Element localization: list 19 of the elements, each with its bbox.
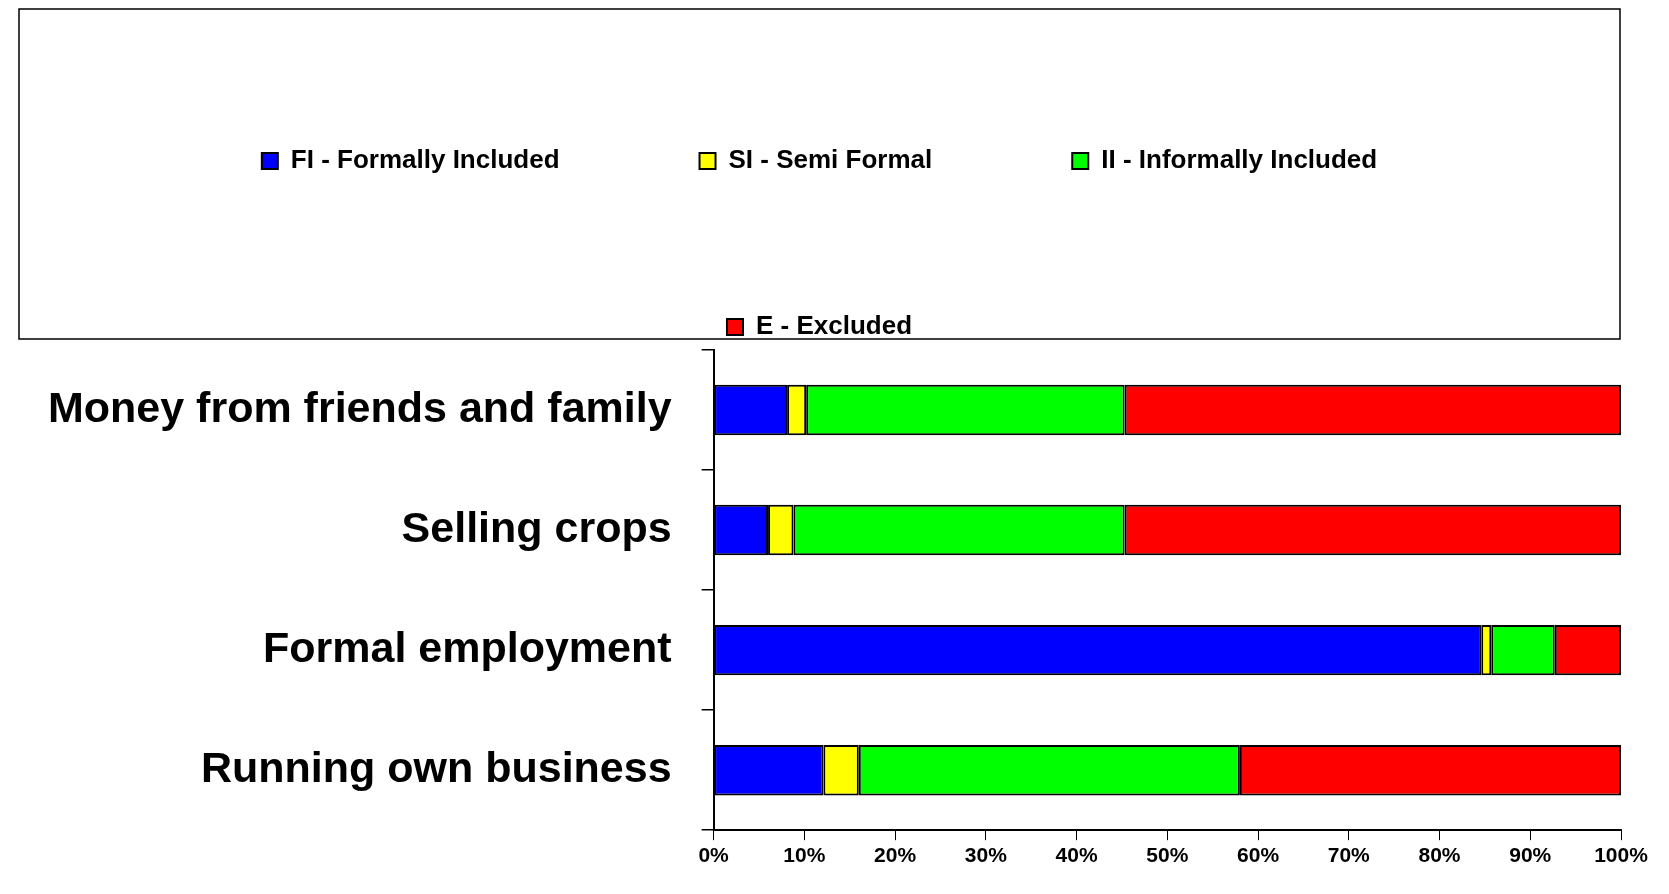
y-tick-label: Formal employment: [263, 622, 672, 671]
y-tick-label: Money from friends and family: [48, 382, 672, 431]
x-tick-label: 30%: [964, 842, 1008, 866]
x-tick-label: 20%: [874, 842, 917, 866]
legend-label: II - Informally Included: [1101, 144, 1378, 175]
x-tick-label: 60%: [1237, 842, 1280, 866]
y-tick-label: Running own business: [201, 743, 672, 792]
x-tick-label: 80%: [1418, 842, 1461, 866]
x-tick-label: 10%: [783, 842, 826, 866]
x-tick-label: 100%: [1594, 842, 1649, 866]
legend-label: FI - Formally Included: [290, 144, 560, 175]
x-tick-label: 90%: [1509, 842, 1552, 866]
x-tick-label: 70%: [1327, 842, 1371, 866]
legend-label: E - Excluded: [755, 310, 913, 341]
x-tick-label: 50%: [1146, 842, 1189, 866]
y-tick-label: Selling crops: [401, 502, 672, 551]
legend-label: SI - Semi Formal: [728, 144, 933, 175]
x-tick-label: 40%: [1055, 842, 1098, 866]
x-tick-label: 0%: [698, 842, 730, 866]
